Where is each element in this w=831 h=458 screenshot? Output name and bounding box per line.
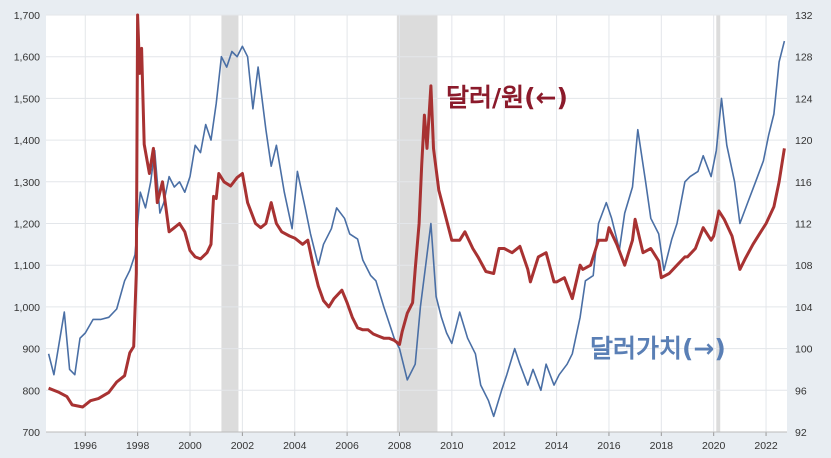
y-left-tick-label: 1,600 [14,52,40,64]
x-tick-label: 2012 [493,440,517,452]
x-tick-label: 2008 [388,440,412,452]
y-left-tick-label: 1,500 [14,93,40,105]
y-left-tick-label: 1,400 [14,135,40,147]
x-tick-label: 2006 [335,440,359,452]
x-tick-label: 2022 [754,440,778,452]
y-left-tick-label: 900 [22,344,40,356]
y-right-tick-label: 100 [795,344,813,356]
annotation-krw-usd: 달러/원(←) [446,83,568,112]
y-right-tick-label: 124 [795,93,813,105]
x-tick-label: 1996 [74,440,98,452]
y-left-tick-label: 1,100 [14,260,40,272]
x-tick-label: 2010 [440,440,464,452]
x-tick-label: 1998 [126,440,150,452]
y-right-tick-label: 128 [795,52,813,64]
annotation-dollar-index: 달러가치(→) [590,334,726,363]
x-tick-label: 2014 [545,440,569,452]
y-right-tick-label: 92 [795,427,807,439]
y-right-tick-label: 120 [795,135,813,147]
y-right-tick-label: 108 [795,260,813,272]
y-left-tick-label: 1,000 [14,302,40,314]
y-left-tick-label: 1,700 [14,10,40,22]
y-left-tick-label: 1,200 [14,219,40,231]
y-left-tick-label: 1,300 [14,177,40,189]
series-lines [47,13,786,418]
y-right-tick-label: 104 [795,302,813,314]
x-tick-label: 2016 [597,440,621,452]
x-tick-label: 2020 [702,440,726,452]
x-tick-label: 2002 [231,440,255,452]
series-line-krw-usd [48,13,786,409]
x-tick-label: 2000 [178,440,202,452]
x-tick-label: 2018 [650,440,674,452]
y-left-tick-label: 800 [22,385,40,397]
y-right-tick-label: 132 [795,10,813,22]
y-right-tick-label: 96 [795,385,807,397]
x-tick-label: 2004 [283,440,307,452]
axes: 700 800 900 1,000 1,100 1,200 1,300 1,400 1,500 1… [14,10,813,452]
y-right-tick-label: 112 [795,219,812,231]
y-left-tick-label: 700 [22,427,40,439]
y-right-tick-label: 116 [795,177,812,189]
